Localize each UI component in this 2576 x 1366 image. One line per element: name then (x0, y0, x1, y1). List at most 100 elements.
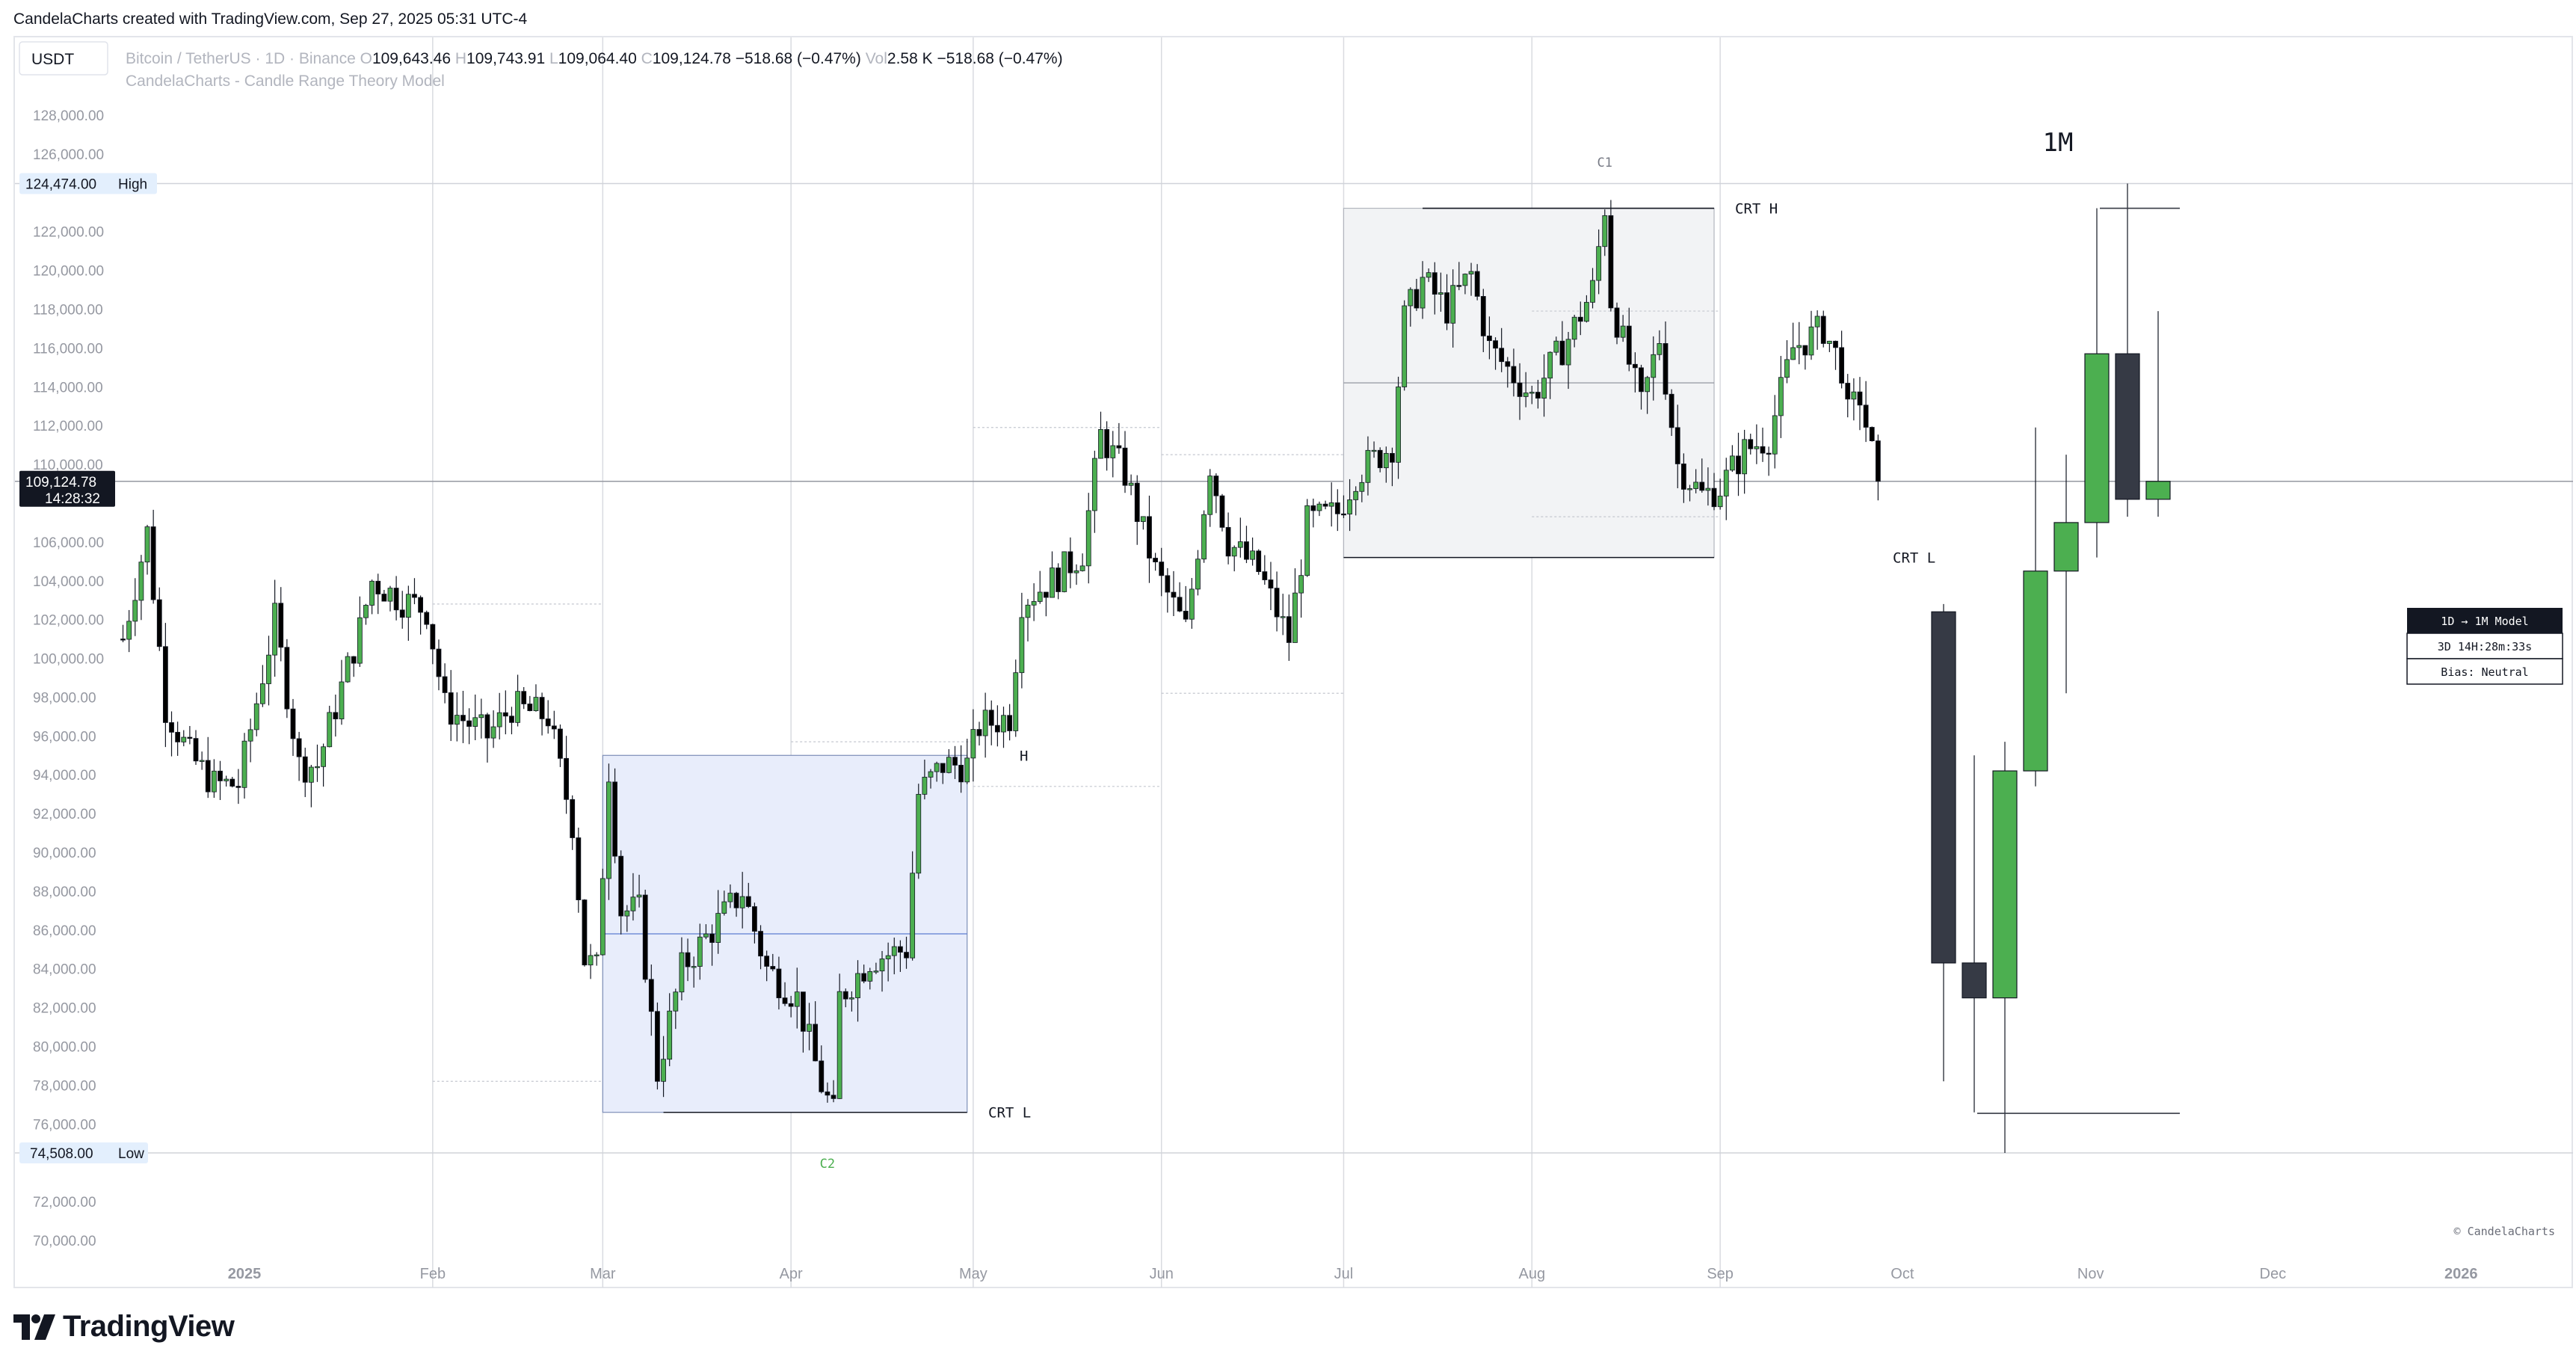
time-axis-label: Dec (2260, 1266, 2287, 1282)
daily-candle (393, 588, 399, 611)
ohlc-value: 109,064.40 (558, 50, 641, 67)
daily-candle (211, 770, 217, 793)
daily-candle (1693, 482, 1699, 489)
crt-low-label: CRT L (1893, 550, 1935, 567)
daily-candle (1559, 340, 1565, 366)
daily-candle (988, 710, 994, 726)
daily-candle (1189, 588, 1195, 620)
price-axis-label: 110,000.00 (33, 458, 103, 473)
chart-frame[interactable] (13, 36, 2573, 1288)
daily-candle (1073, 570, 1079, 573)
daily-candle (873, 970, 879, 973)
daily-candle (1480, 295, 1486, 336)
daily-candle (1050, 567, 1055, 598)
daily-candle (1359, 482, 1365, 492)
daily-candle (418, 597, 423, 613)
daily-candle (369, 580, 375, 606)
price-axis-label: 98,000.00 (33, 690, 96, 706)
time-axis-label: Apr (780, 1266, 803, 1282)
daily-candle (1280, 616, 1286, 618)
daily-candle (1869, 427, 1875, 442)
daily-candle (570, 799, 576, 838)
daily-candle (855, 973, 860, 998)
daily-candle (387, 588, 393, 602)
daily-candle (910, 873, 916, 959)
tradingview-logo[interactable]: TradingView (13, 1310, 235, 1344)
time-axis-label: Nov (2077, 1266, 2104, 1282)
daily-candle (339, 681, 345, 719)
daily-candle (253, 703, 259, 730)
time-axis-label: Jun (1150, 1266, 1174, 1282)
daily-candle (1674, 427, 1680, 464)
ohlc-key: O (360, 50, 372, 67)
daily-candle (241, 740, 247, 788)
daily-candle (1341, 513, 1346, 516)
daily-candle (351, 656, 357, 664)
daily-candle (205, 760, 211, 793)
daily-candle (801, 991, 806, 1032)
daily-candle (284, 647, 290, 710)
quote-currency-box (19, 41, 108, 76)
daily-candle (1159, 562, 1165, 576)
daily-candle (259, 683, 265, 704)
ohlc-value: 109,743.91 (466, 50, 549, 67)
daily-candle (1699, 482, 1705, 491)
ohlc-key: C (641, 50, 653, 67)
daily-candle (1639, 367, 1644, 393)
time-axis-label: May (959, 1266, 987, 1282)
price-change: −518.68 (−0.47%) (736, 50, 866, 67)
daily-candle (1061, 551, 1067, 592)
price-axis-label: 70,000.00 (33, 1234, 96, 1249)
price-axis-label: 94,000.00 (33, 768, 96, 784)
daily-candle (1001, 715, 1006, 733)
daily-candle (1322, 503, 1328, 507)
daily-candle (1304, 505, 1310, 576)
daily-candle (1742, 439, 1748, 475)
daily-candle (964, 757, 970, 783)
daily-candle (375, 580, 381, 594)
daily-candle (1760, 446, 1766, 454)
daily-candle (928, 771, 934, 778)
daily-candle (187, 736, 193, 739)
time-axis: 2025 Feb Mar Apr May Jun Jul Aug Sep Oct Nov Dec 202… (228, 1266, 2478, 1282)
daily-candle (1565, 339, 1571, 366)
daily-candle (1680, 464, 1686, 490)
daily-candle (1043, 591, 1049, 598)
daily-candle (1328, 502, 1334, 507)
ohlc-legend[interactable]: Bitcoin / TetherUS · 1D · Binance O109,6… (126, 50, 1063, 67)
price-axis-label: 114,000.00 (33, 380, 103, 396)
daily-candle (1814, 316, 1820, 327)
daily-candle (1031, 601, 1037, 606)
daily-candle (1201, 514, 1207, 560)
daily-candle (1668, 393, 1674, 428)
daily-candle (1863, 404, 1869, 428)
daily-candle (454, 715, 460, 725)
daily-candle (1723, 470, 1729, 496)
daily-candle (181, 736, 187, 742)
daily-candle (819, 1060, 825, 1092)
daily-candle (144, 526, 150, 563)
grid-lines (15, 37, 2573, 1287)
daily-candle (1177, 597, 1183, 612)
daily-candle (1687, 488, 1692, 490)
price-axis-label: 106,000.00 (33, 535, 104, 551)
daily-candle (466, 720, 472, 727)
daily-candle (1195, 559, 1201, 590)
price-axis-label: 78,000.00 (33, 1078, 96, 1094)
daily-candle (1104, 429, 1110, 458)
timeframe-label: 1M (2043, 128, 2074, 158)
daily-candle (302, 756, 308, 783)
symbol-legend: USDT Bitcoin / TetherUS · 1D · Binance O1… (19, 41, 1063, 90)
daily-candle (1250, 550, 1255, 560)
price-axis-label: 80,000.00 (33, 1040, 96, 1056)
daily-candle (642, 894, 648, 980)
daily-candle (1134, 482, 1140, 523)
daily-candle (891, 946, 897, 956)
daily-candle (1729, 455, 1735, 471)
daily-candle (648, 979, 654, 1012)
daily-candle (1025, 604, 1031, 618)
daily-candle (1147, 516, 1152, 559)
daily-candle (496, 712, 502, 727)
daily-candle (1268, 579, 1274, 589)
